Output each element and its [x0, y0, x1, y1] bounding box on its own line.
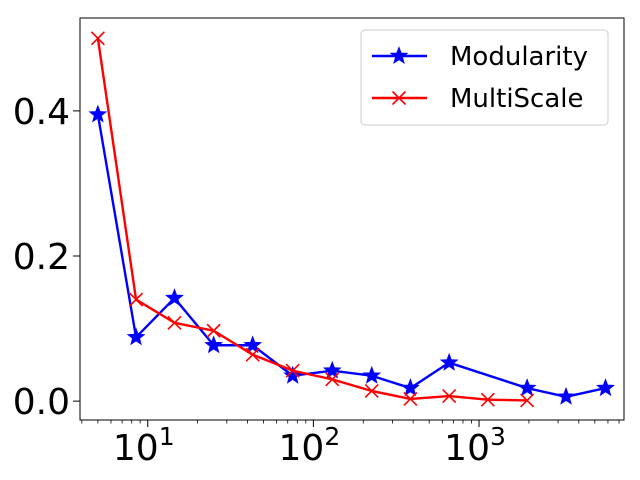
- data-point-modularity: [400, 378, 420, 397]
- data-point-multiscale: [285, 363, 300, 378]
- y-tick-label: 0.4: [13, 92, 70, 133]
- data-point-modularity: [126, 327, 146, 346]
- x-tick-label: 103: [444, 422, 506, 469]
- data-point-modularity: [243, 335, 263, 354]
- y-axis: 0.0 0.2 0.4: [13, 92, 80, 423]
- legend-label: Modularity: [450, 42, 588, 72]
- data-point-multiscale: [442, 388, 457, 404]
- legend-box: [360, 29, 609, 126]
- legend-label: MultiScale: [450, 84, 584, 114]
- series-modularity: [88, 104, 615, 405]
- data-point-modularity: [165, 288, 184, 307]
- x-tick-label-exponent: 3: [490, 422, 506, 451]
- data-point-multiscale: [90, 31, 105, 46]
- series-line-multiscale: [96, 38, 528, 402]
- data-point-multiscale: [128, 292, 144, 307]
- legend-marker: [389, 46, 409, 65]
- data-point-multiscale: [520, 393, 535, 408]
- y-tick-label: 0.0: [13, 382, 70, 423]
- x-axis: 101 102 103: [81, 420, 620, 469]
- x-tick-label-base: 10: [279, 428, 325, 469]
- data-point-multiscale: [364, 383, 379, 399]
- legend-item-multiscale: MultiScale: [372, 84, 584, 114]
- data-point-multiscale: [206, 323, 221, 338]
- data-point-multiscale: [245, 347, 260, 362]
- x-tick-label-base: 10: [113, 428, 159, 469]
- data-point-modularity: [204, 335, 224, 354]
- axes-frame: [79, 17, 625, 421]
- x-tick-label: 102: [279, 422, 341, 469]
- y-tick-label: 0.2: [13, 237, 70, 278]
- legend: Modularity MultiScale: [360, 29, 609, 126]
- data-point-multiscale: [325, 372, 340, 387]
- series-layer: [88, 31, 615, 408]
- x-tick-label: 101: [113, 422, 175, 469]
- series-multiscale: [90, 31, 535, 408]
- data-point-modularity: [556, 386, 576, 405]
- x-tick-label-exponent: 1: [159, 422, 175, 451]
- x-tick-label-exponent: 2: [324, 422, 340, 451]
- data-point-modularity: [88, 104, 108, 123]
- data-point-multiscale: [167, 315, 182, 330]
- data-point-multiscale: [480, 392, 495, 407]
- data-point-multiscale: [403, 391, 418, 407]
- legend-marker: [391, 90, 407, 106]
- legend-item-modularity: Modularity: [372, 42, 588, 72]
- x-tick-label-base: 10: [444, 428, 490, 469]
- data-point-modularity: [322, 360, 342, 379]
- data-point-modularity: [517, 378, 537, 397]
- data-point-modularity: [439, 352, 459, 371]
- data-point-modularity: [596, 378, 615, 397]
- data-point-modularity: [362, 365, 382, 384]
